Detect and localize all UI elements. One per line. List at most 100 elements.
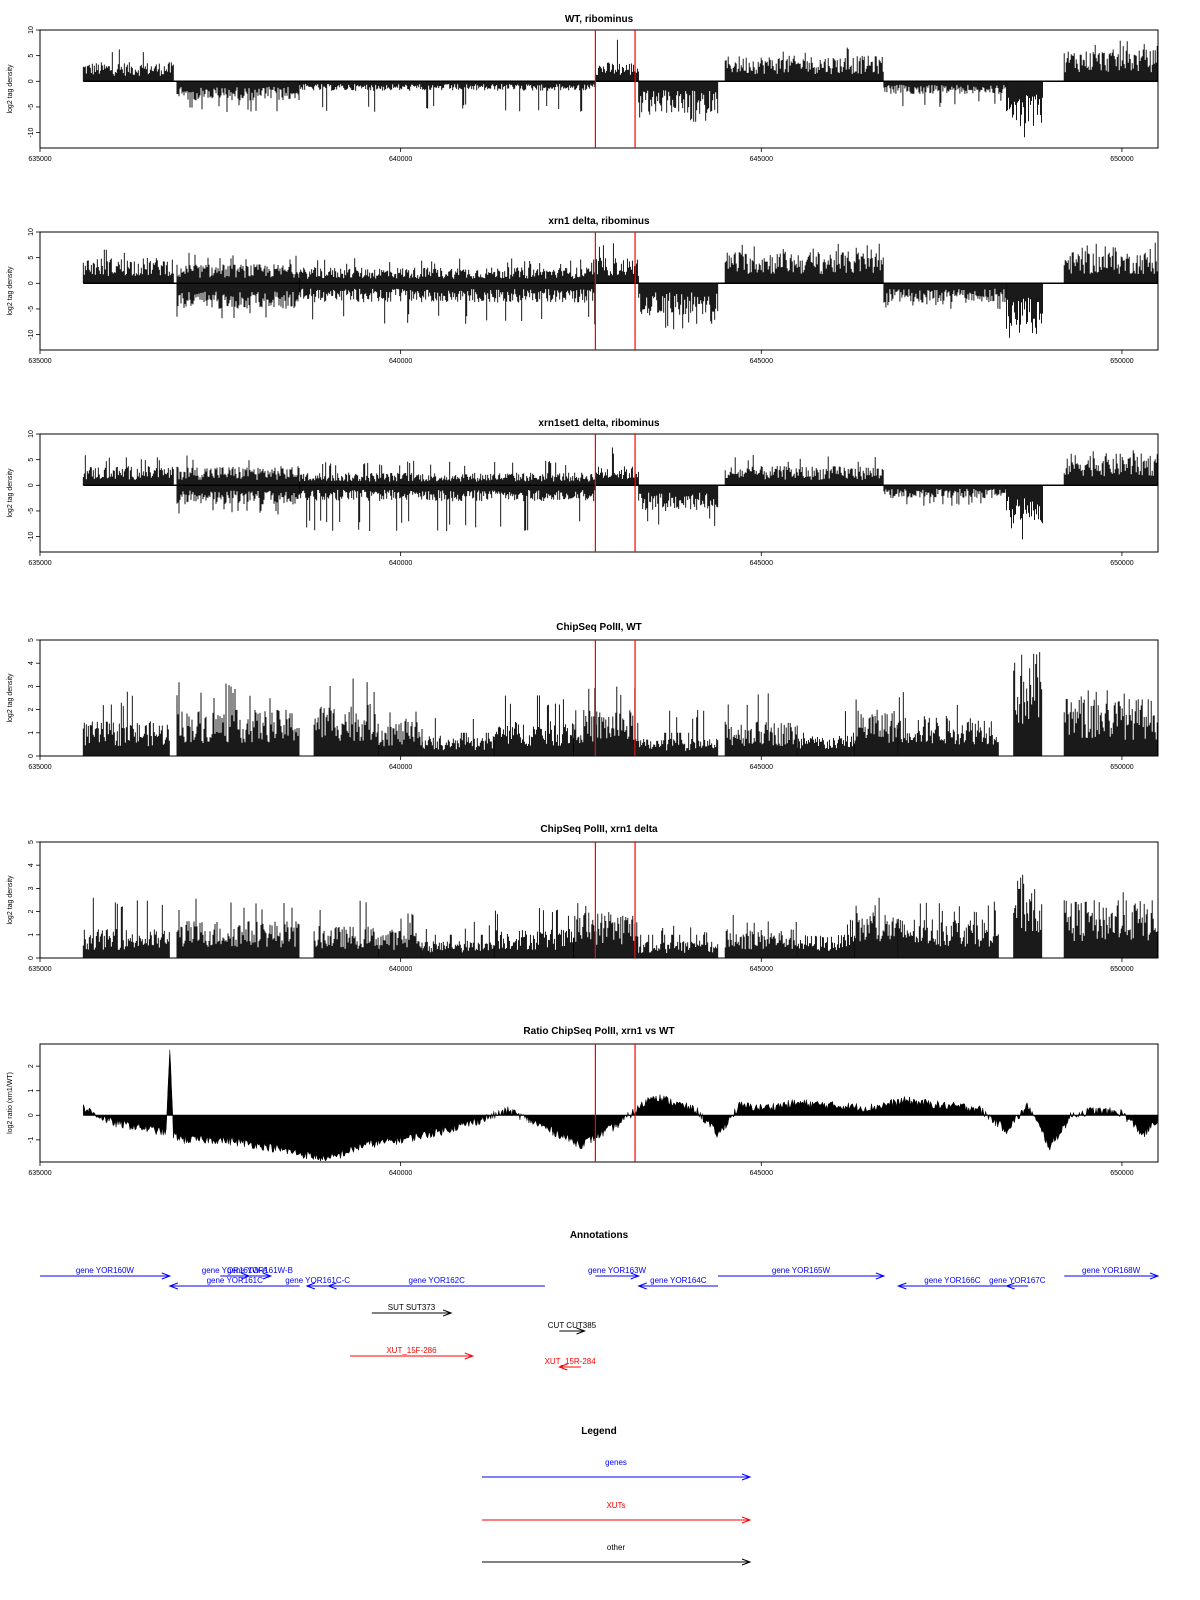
feature-label: CUT CUT385: [548, 1321, 597, 1330]
y-tick-label: 3: [28, 886, 35, 890]
y-tick-label: 10: [28, 430, 35, 438]
signal-segment: [1006, 485, 1043, 540]
x-tick-label: 635000: [28, 764, 51, 771]
y-tick-label: 2: [28, 910, 35, 914]
feature-arrow-head: [875, 1272, 886, 1280]
x-tick-label: 645000: [750, 156, 773, 163]
chart-panel-2: xrn1 delta, ribominus log2 tag density -10…: [7, 216, 1159, 365]
feature-gene-yor168w: gene YOR168W: [1064, 1266, 1160, 1280]
y-tick-label: 2: [28, 1064, 35, 1068]
chart-panel-5: ChipSeq PolII, xrn1 delta log2 tag densit…: [7, 824, 1159, 973]
feature-gene-yor163w: gene YOR163W: [588, 1266, 647, 1280]
y-tick-label: 5: [28, 54, 35, 58]
feature-arrow-head: [161, 1272, 172, 1280]
signal-segment: [854, 699, 899, 756]
y-axis-label: log2 tag density: [7, 64, 14, 114]
signal-segment: [313, 678, 379, 756]
y-tick-label: 0: [28, 79, 35, 83]
x-tick-label: 645000: [750, 560, 773, 567]
feature-label: gene YOR161C-C: [285, 1276, 350, 1285]
y-axis-label: log2 tag density: [7, 266, 14, 316]
feature-xut-15f-286: XUT_15F-286: [350, 1346, 475, 1360]
feature-arrow-head: [1149, 1272, 1160, 1280]
chart-title: WT, ribominus: [565, 14, 634, 25]
signal-segment: [82, 49, 174, 82]
signal-segment: [1063, 892, 1158, 958]
chart-title: ChipSeq PolII, WT: [556, 622, 642, 633]
y-tick-label: -10: [28, 127, 35, 137]
x-tick-label: 640000: [389, 156, 412, 163]
feature-label: gene YOR161C: [207, 1276, 264, 1285]
chart-title: xrn1set1 delta, ribominus: [538, 418, 660, 429]
signal-segment: [638, 283, 719, 330]
signal-segment: [493, 695, 574, 756]
signal-segment: [573, 686, 639, 756]
feature-gene-yor164c: gene YOR164C: [637, 1276, 719, 1290]
y-axis-label: log2 ratio (xrn1/WT): [7, 1072, 14, 1134]
signal-segment: [176, 455, 300, 486]
x-tick-label: 645000: [750, 764, 773, 771]
annotations-title: Annotations: [570, 1230, 629, 1241]
signal-segment: [82, 691, 170, 756]
feature-gene-yor161w-b: gene YOR161W-B: [227, 1266, 293, 1280]
legend-arrow-head: [741, 1473, 752, 1481]
legend-entry-xuts: XUTs: [482, 1501, 752, 1524]
signal-segment: [594, 447, 639, 486]
y-tick-label: 0: [28, 483, 35, 487]
signal-segment: [854, 897, 899, 958]
feature-arrow-head: [896, 1282, 907, 1290]
signal-segment: [883, 81, 1007, 107]
y-tick-label: -5: [28, 306, 35, 312]
signal-segment: [421, 921, 495, 958]
signal-segment: [1013, 652, 1043, 756]
feature-arrow-head: [576, 1327, 586, 1335]
x-tick-label: 640000: [389, 1170, 412, 1177]
x-tick-label: 650000: [1110, 156, 1133, 163]
signal-segment: [82, 455, 174, 486]
y-tick-label: 3: [28, 684, 35, 688]
x-tick-label: 650000: [1110, 560, 1133, 567]
x-tick-label: 635000: [28, 560, 51, 567]
feature-arrow-head: [305, 1282, 316, 1290]
chart-panel-6: Ratio ChipSeq PolII, xrn1 vs WT log2 rati…: [7, 1026, 1159, 1177]
chart-panel-4: ChipSeq PolII, WT log2 tag density 0 1 2 3 4 5 6…: [7, 622, 1159, 771]
signal-segment: [724, 47, 884, 82]
y-axis-label: log2 tag density: [7, 468, 14, 518]
x-tick-label: 640000: [389, 764, 412, 771]
y-tick-label: 0: [28, 281, 35, 285]
feature-gene-yor167c: gene YOR167C: [989, 1276, 1046, 1290]
signal-segment: [378, 711, 423, 756]
feature-cut-cut385: CUT CUT385: [548, 1321, 597, 1335]
signal-segment: [1063, 242, 1158, 284]
signal-segment: [421, 718, 495, 756]
feature-gene-yor161c: gene YOR161C: [168, 1276, 300, 1290]
signal-segment: [313, 900, 379, 958]
signal-segment: [796, 711, 855, 756]
signal-segment: [724, 455, 884, 486]
signal-segment: [493, 908, 574, 958]
signal-segment: [897, 901, 999, 958]
signal-segment: [176, 283, 300, 319]
x-tick-label: 635000: [28, 358, 51, 365]
signal-segment: [638, 710, 719, 756]
feature-gene-yor160w: gene YOR160W: [40, 1266, 172, 1280]
y-tick-label: 10: [28, 26, 35, 34]
x-tick-label: 650000: [1110, 1170, 1133, 1177]
y-tick-label: 1: [28, 933, 35, 937]
plot-frame: [39, 1043, 1159, 1163]
y-tick-label: 4: [28, 661, 35, 665]
x-tick-label: 645000: [750, 966, 773, 973]
feature-label: gene YOR161W-B: [227, 1266, 293, 1275]
x-tick-label: 650000: [1110, 966, 1133, 973]
signal-segment: [176, 682, 300, 756]
feature-arrow-head: [327, 1282, 337, 1290]
legend-arrow-head: [741, 1516, 752, 1524]
signal-segment: [299, 283, 596, 325]
signal-segment: [1006, 283, 1043, 338]
x-tick-label: 645000: [750, 358, 773, 365]
y-tick-label: 1: [28, 1089, 35, 1093]
feature-arrow-head: [557, 1363, 568, 1371]
legend-label: genes: [605, 1458, 627, 1467]
